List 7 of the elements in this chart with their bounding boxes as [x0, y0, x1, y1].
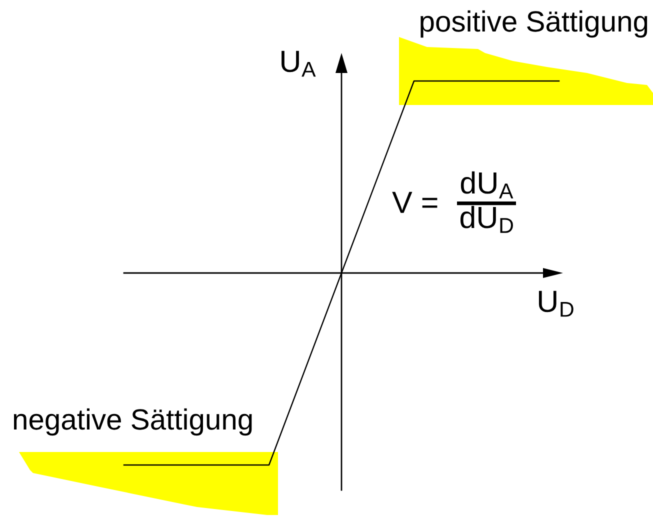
- annotation: V =: [392, 192, 438, 213]
- x-axis-title: U$_{D}$: [538, 290, 574, 317]
- text: positive Sättigung: [420, 10, 648, 38]
- annotation: negative Sättigung: [14, 408, 252, 436]
- annotation: dU$_{D}$: [460, 206, 513, 233]
- annotation: dU$_{A}$: [460, 171, 514, 198]
- y-axis-title: U$_{A}$: [282, 50, 316, 77]
